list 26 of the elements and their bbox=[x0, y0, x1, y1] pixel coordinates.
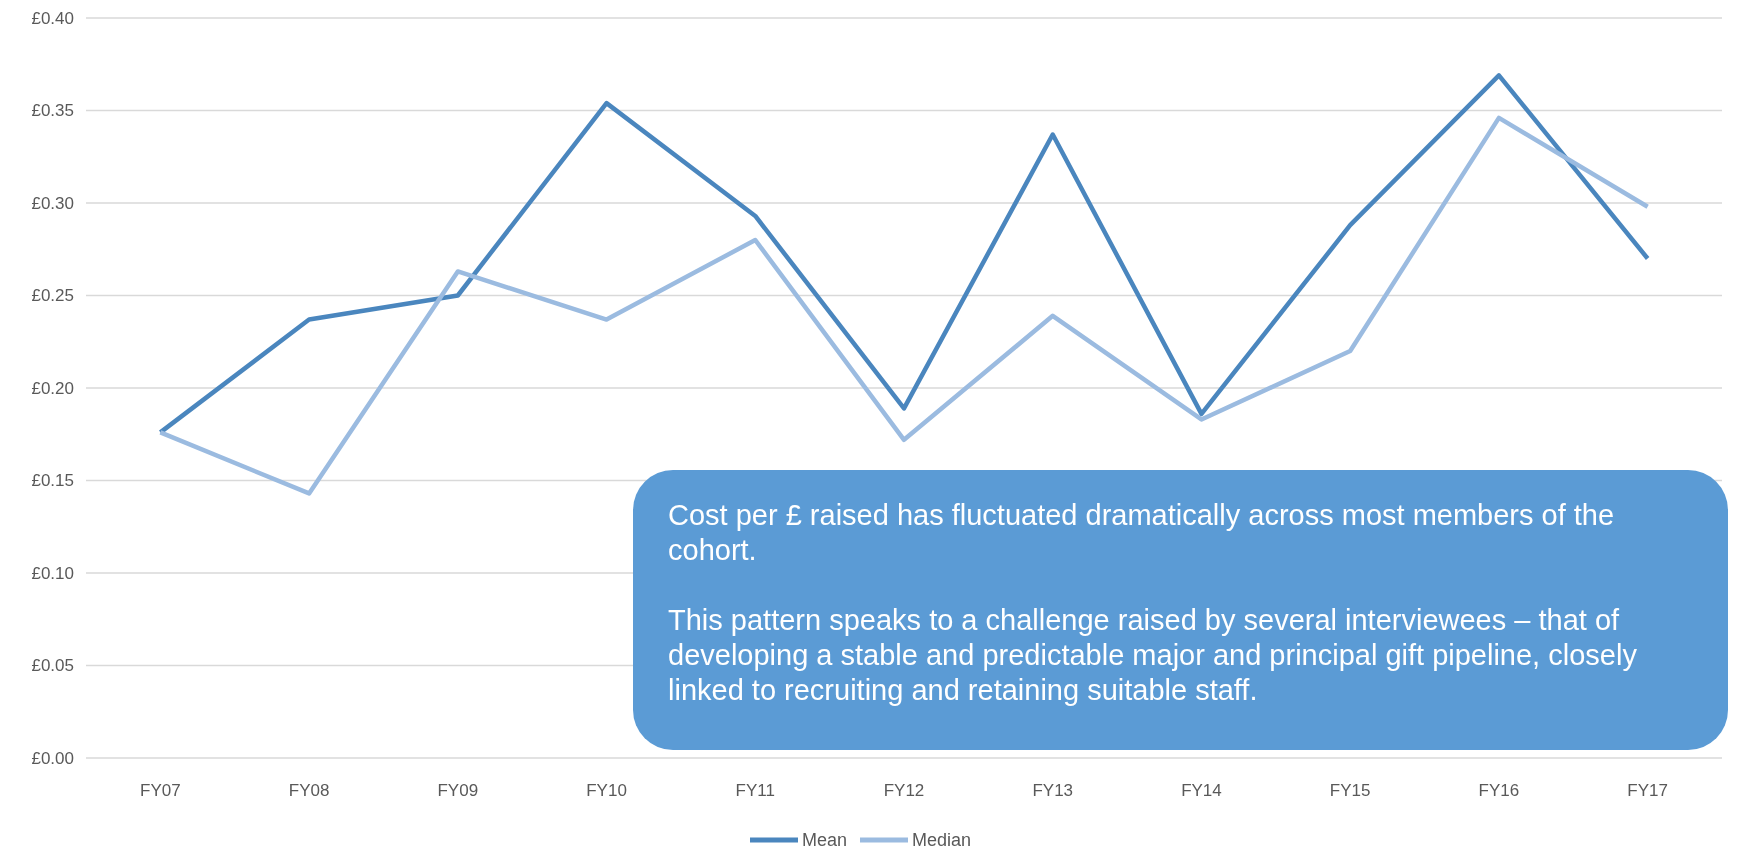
x-tick-label: FY09 bbox=[437, 781, 479, 800]
annotation: Cost per £ raised has fluctuated dramatically across most members of the cohort. bbox=[668, 499, 1615, 566]
annotation: This pattern speaks to a challenge raised by several interviewees – that of developing a stable and predictable major and principal gift pipeline, closely linked to recruiting and retaining suitable staff. bbox=[668, 604, 1638, 706]
y-tick-label: £0.35 bbox=[31, 101, 74, 121]
x-tick-label: FY13 bbox=[1032, 781, 1074, 800]
legend-label: Median bbox=[912, 830, 972, 851]
x-tick-label: FY07 bbox=[140, 781, 181, 800]
line-series bbox=[158, 115, 1650, 496]
y-tick-label: £0.10 bbox=[31, 563, 74, 583]
y-tick-label: £0.40 bbox=[31, 8, 74, 28]
x-tick-label: FY14 bbox=[1181, 781, 1222, 800]
legend-label: Mean bbox=[802, 830, 848, 851]
x-tick-label: FY17 bbox=[1627, 781, 1668, 800]
line-series bbox=[158, 73, 1650, 435]
y-tick-label: £0.20 bbox=[31, 378, 74, 398]
x-tick-label: FY10 bbox=[586, 781, 627, 800]
y-tick-label: £0.05 bbox=[31, 656, 74, 676]
x-tick-label: FY08 bbox=[288, 781, 330, 800]
y-tick-label: £0.25 bbox=[31, 286, 74, 306]
y-tick-label: £0.00 bbox=[31, 748, 74, 768]
x-tick-label: FY16 bbox=[1478, 781, 1520, 800]
x-tick-label: FY12 bbox=[883, 781, 925, 800]
x-tick-label: FY15 bbox=[1329, 781, 1371, 800]
y-tick-label: £0.30 bbox=[31, 193, 74, 213]
y-tick-label: £0.15 bbox=[31, 471, 74, 491]
x-tick-label: FY11 bbox=[735, 781, 775, 800]
